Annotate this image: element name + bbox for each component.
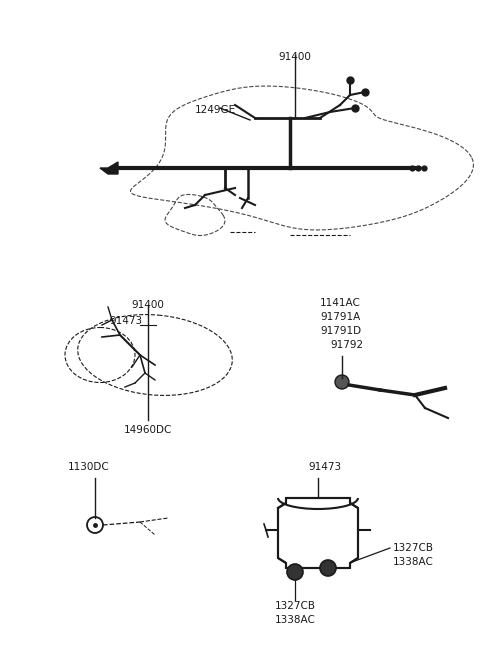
Text: 91791A: 91791A — [320, 312, 360, 322]
Text: 91473: 91473 — [308, 462, 341, 472]
Circle shape — [335, 375, 349, 389]
Text: 91473: 91473 — [109, 316, 142, 326]
Circle shape — [320, 560, 336, 576]
Text: 1338AC: 1338AC — [393, 557, 434, 567]
Text: 1249GE: 1249GE — [195, 105, 236, 115]
Text: 1327CB: 1327CB — [393, 543, 434, 553]
Circle shape — [287, 564, 303, 580]
Text: 14960DC: 14960DC — [124, 425, 172, 435]
Text: 91791D: 91791D — [320, 326, 361, 336]
Text: 1130DC: 1130DC — [68, 462, 110, 472]
Polygon shape — [278, 498, 358, 568]
Text: 91400: 91400 — [278, 52, 312, 62]
Text: 1338AC: 1338AC — [275, 615, 315, 625]
Text: 91400: 91400 — [132, 300, 165, 310]
Text: 91792: 91792 — [330, 340, 363, 350]
Polygon shape — [100, 162, 118, 174]
Text: 1141AC: 1141AC — [320, 298, 361, 308]
Text: 1327CB: 1327CB — [275, 601, 315, 611]
